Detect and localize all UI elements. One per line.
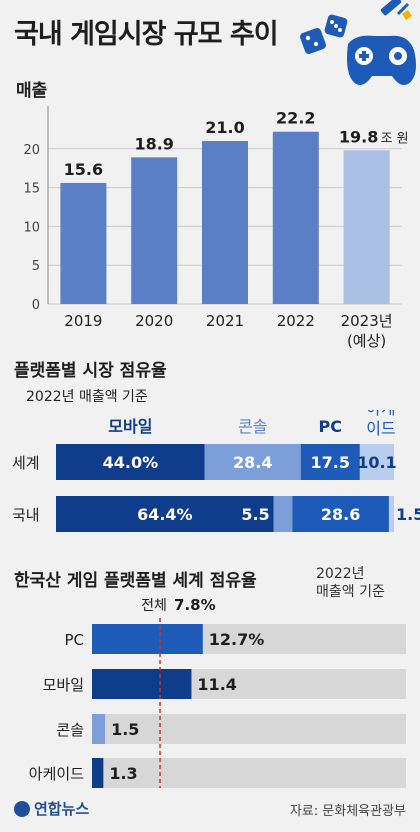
y-tick-label: 20 [23, 143, 40, 158]
x-tick-label: (예상) [347, 332, 386, 350]
bar-track [92, 714, 406, 744]
satellite-icon [380, 0, 412, 20]
bar-category-label: 콘솔 [56, 721, 84, 739]
segment-value-label: 17.5 [311, 453, 350, 472]
y-tick-label: 10 [23, 220, 40, 235]
revenue-chart-title: 매출 [16, 81, 48, 101]
stack-segment [273, 496, 293, 532]
legend-label: 모바일 [108, 417, 152, 436]
bar [92, 758, 104, 788]
reference-label: 전체 [141, 598, 167, 614]
stack-segment [359, 444, 394, 480]
bar [202, 141, 248, 304]
bar [92, 624, 203, 654]
bar-value-label: 12.7% [209, 630, 265, 649]
y-tick-label: 5 [32, 259, 40, 274]
bar-track [92, 758, 406, 788]
y-tick-label: 0 [32, 298, 40, 313]
legend-label: 콘솔 [238, 417, 267, 436]
x-tick-label: 2021 [206, 312, 244, 330]
platform-share-chart: 모바일 콘솔 PC 아케이드세계 44.0% 28.4 17.5 10.1 국내 64.4% 5.5… [12, 410, 420, 532]
legend-label: 아케 [366, 410, 395, 418]
stack-segment [204, 444, 301, 480]
stack-segment [56, 444, 205, 480]
korean-share-chart: PC 12.7% 모바일 11.4 콘솔 1.5 아케이드 1.3 전체 7.8% [29, 596, 406, 788]
unit-label: 조 원 [381, 131, 409, 146]
reference-value-label: 7.8% [174, 596, 216, 614]
logo-text: 연합뉴스 [34, 800, 90, 818]
bar [92, 669, 192, 699]
bar-value-label: 22.2 [276, 109, 315, 128]
platform-share-title: 플랫폼별 시장 점유율 [14, 361, 167, 381]
platform-share-note: 2022년 매출액 기준 [26, 389, 148, 405]
segment-value-label: 64.4% [137, 505, 193, 524]
bar-value-label: 11.4 [197, 675, 236, 694]
segment-value-label: 5.5 [241, 505, 269, 524]
bar [343, 150, 390, 304]
korean-share-note: 2022년 매출액 기준 [316, 566, 385, 600]
revenue-bar-chart: 0 5 10 15 20 15.6 2019 18.9 2020 21.0 2021 22.2 2022… [23, 106, 409, 350]
x-tick-label: 2023년 [341, 312, 393, 330]
x-tick-label: 2020 [135, 312, 173, 330]
bar-category-label: 아케이드 [29, 765, 84, 783]
x-tick-label: 2022 [277, 312, 315, 330]
gamepad-icon [300, 0, 416, 85]
legend-label: PC [319, 417, 342, 436]
segment-value-label: 10.1 [357, 453, 396, 472]
legend-label: 이드 [366, 419, 395, 438]
page-title: 국내 게임시장 규모 추이 [14, 19, 279, 50]
bar-value-label: 19.8 [339, 127, 378, 146]
bar [60, 182, 107, 304]
bar-category-label: 모바일 [43, 676, 84, 694]
bar [272, 131, 319, 304]
stack-segment [388, 496, 394, 532]
korean-share-title: 한국산 게임 플랫폼별 세계 점유율 [14, 571, 257, 591]
bar [131, 157, 178, 304]
segment-value-label: 1.5 [396, 505, 420, 524]
y-tick-label: 15 [23, 182, 40, 197]
source-note: 자료: 문화체육관광부 [289, 804, 406, 819]
segment-value-label: 28.6 [321, 505, 360, 524]
bar-value-label: 1.3 [109, 764, 137, 783]
dice-icon [300, 14, 348, 54]
bar-value-label: 1.5 [111, 720, 139, 739]
stack-segment [292, 496, 389, 532]
segment-value-label: 28.4 [233, 453, 272, 472]
stack-segment [300, 444, 360, 480]
bar-value-label: 15.6 [64, 160, 103, 179]
bar-value-label: 18.9 [134, 134, 173, 153]
segment-value-label: 44.0% [103, 453, 159, 472]
bar-category-label: PC [64, 631, 84, 649]
yonhap-logo: 연합뉴스 [14, 798, 89, 819]
row-label: 세계 [12, 454, 40, 472]
logo-mark-icon [14, 801, 30, 817]
x-tick-label: 2019 [64, 312, 102, 330]
stack-segment [56, 496, 274, 532]
row-label: 국내 [12, 506, 40, 524]
bar [92, 714, 106, 744]
bar-value-label: 21.0 [205, 118, 244, 137]
